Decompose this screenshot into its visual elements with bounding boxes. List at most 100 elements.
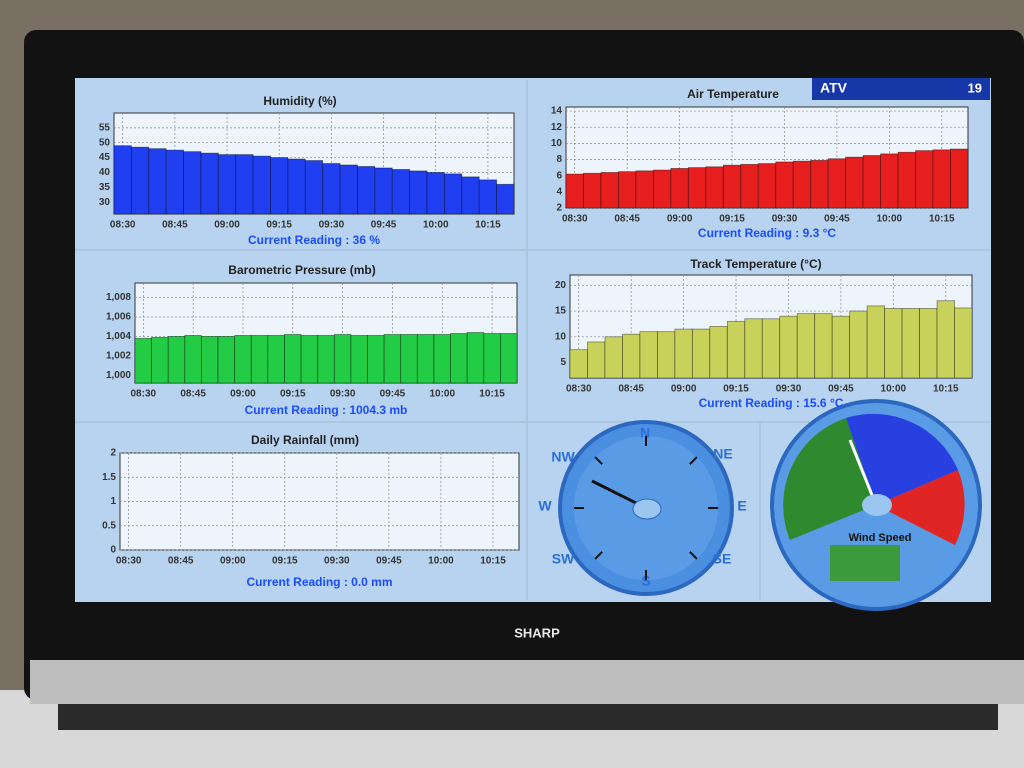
bar (304, 160, 324, 215)
bar (252, 155, 271, 215)
x-tick-label: 09:00 (671, 384, 697, 395)
bar (726, 320, 746, 379)
bar (862, 155, 882, 209)
x-tick-label: 10:00 (877, 214, 903, 225)
bar (792, 160, 812, 209)
bar (639, 331, 658, 379)
bar (284, 334, 302, 384)
chart-title: Humidity (%) (263, 94, 336, 108)
bar (583, 172, 602, 209)
compass-tick (689, 456, 698, 465)
x-tick-label: 08:45 (614, 214, 640, 225)
tv-trim (30, 660, 1024, 704)
bar (691, 328, 711, 379)
current-reading: Current Reading : 1004.3 mb (245, 403, 408, 417)
overlay-source: ATV (820, 80, 848, 96)
bar (444, 173, 463, 215)
x-tick-label: 09:45 (824, 214, 850, 225)
chart-title: Daily Rainfall (mm) (251, 433, 359, 447)
bar (740, 163, 759, 209)
bar (450, 333, 468, 384)
compass-label: NW (551, 449, 575, 465)
y-tick-label: 0 (110, 545, 116, 556)
bar (496, 183, 515, 215)
x-tick-label: 09:00 (667, 214, 693, 225)
bar (201, 335, 219, 384)
bar (954, 307, 973, 379)
bar (270, 157, 289, 215)
bar (705, 166, 724, 209)
bar (483, 333, 501, 384)
bar (400, 334, 418, 384)
bar (587, 341, 606, 379)
y-tick-label: 15 (555, 306, 567, 317)
bar (901, 308, 920, 379)
bar (433, 334, 451, 384)
compass-tick (594, 456, 603, 465)
y-tick-label: 20 (555, 280, 567, 291)
y-tick-label: 1,000 (106, 370, 131, 381)
x-tick-label: 08:30 (116, 556, 142, 567)
y-tick-label: 5 (560, 357, 566, 368)
x-tick-label: 08:45 (618, 384, 644, 395)
x-tick-label: 08:45 (168, 556, 194, 567)
bar (897, 151, 916, 209)
bar (932, 149, 951, 209)
current-reading: Current Reading : 15.6 °C (699, 396, 844, 410)
chart-title: Track Temperature (°C) (690, 257, 821, 271)
bar (167, 335, 186, 384)
x-tick-label: 09:15 (719, 214, 745, 225)
bar (600, 172, 619, 209)
bar (656, 331, 676, 379)
y-tick-label: 1,004 (106, 331, 131, 342)
tv-base (58, 700, 998, 730)
current-reading: Current Reading : 0.0 mm (246, 575, 392, 589)
x-tick-label: 09:30 (319, 220, 345, 231)
bar (235, 154, 254, 215)
bar (350, 335, 368, 384)
y-tick-label: 10 (555, 331, 567, 342)
y-tick-label: 1,008 (106, 292, 131, 303)
bar (796, 313, 816, 379)
bar (217, 335, 236, 384)
y-tick-label: 2 (556, 203, 562, 214)
bar (618, 171, 637, 209)
x-tick-label: 10:00 (881, 384, 907, 395)
bar (880, 153, 899, 209)
current-reading: Current Reading : 36 % (248, 233, 380, 247)
x-tick-label: 08:45 (180, 389, 206, 400)
bar (148, 148, 167, 215)
x-tick-label: 10:15 (479, 389, 505, 400)
compass-label: N (640, 425, 650, 441)
bar (845, 156, 864, 209)
current-reading: Current Reading : 9.3 °C (698, 226, 836, 240)
x-tick-label: 09:30 (776, 384, 802, 395)
bar (761, 318, 781, 379)
x-tick-label: 10:15 (475, 220, 501, 231)
bar (151, 336, 169, 384)
gauge-needle (848, 439, 878, 506)
bar (687, 167, 707, 209)
x-tick-label: 09:15 (280, 389, 306, 400)
x-tick-label: 08:30 (110, 220, 136, 231)
bar (866, 305, 886, 379)
bar (849, 310, 868, 379)
bar (217, 154, 237, 215)
x-tick-label: 09:30 (324, 556, 350, 567)
bar (357, 166, 376, 215)
x-tick-label: 09:00 (230, 389, 256, 400)
compass-tick (594, 551, 603, 560)
bar (884, 308, 903, 379)
bar (779, 315, 798, 379)
compass-label: NE (713, 446, 732, 462)
brand: SHARP (514, 625, 560, 640)
x-tick-label: 09:15 (266, 220, 292, 231)
bar (333, 334, 352, 384)
bar (130, 146, 150, 215)
bar (426, 172, 445, 215)
y-tick-label: 35 (99, 182, 111, 193)
chart-title: Air Temperature (687, 87, 779, 101)
chart-title: Barometric Pressure (mb) (228, 263, 375, 277)
x-tick-label: 10:15 (929, 214, 955, 225)
x-tick-label: 09:15 (272, 556, 298, 567)
